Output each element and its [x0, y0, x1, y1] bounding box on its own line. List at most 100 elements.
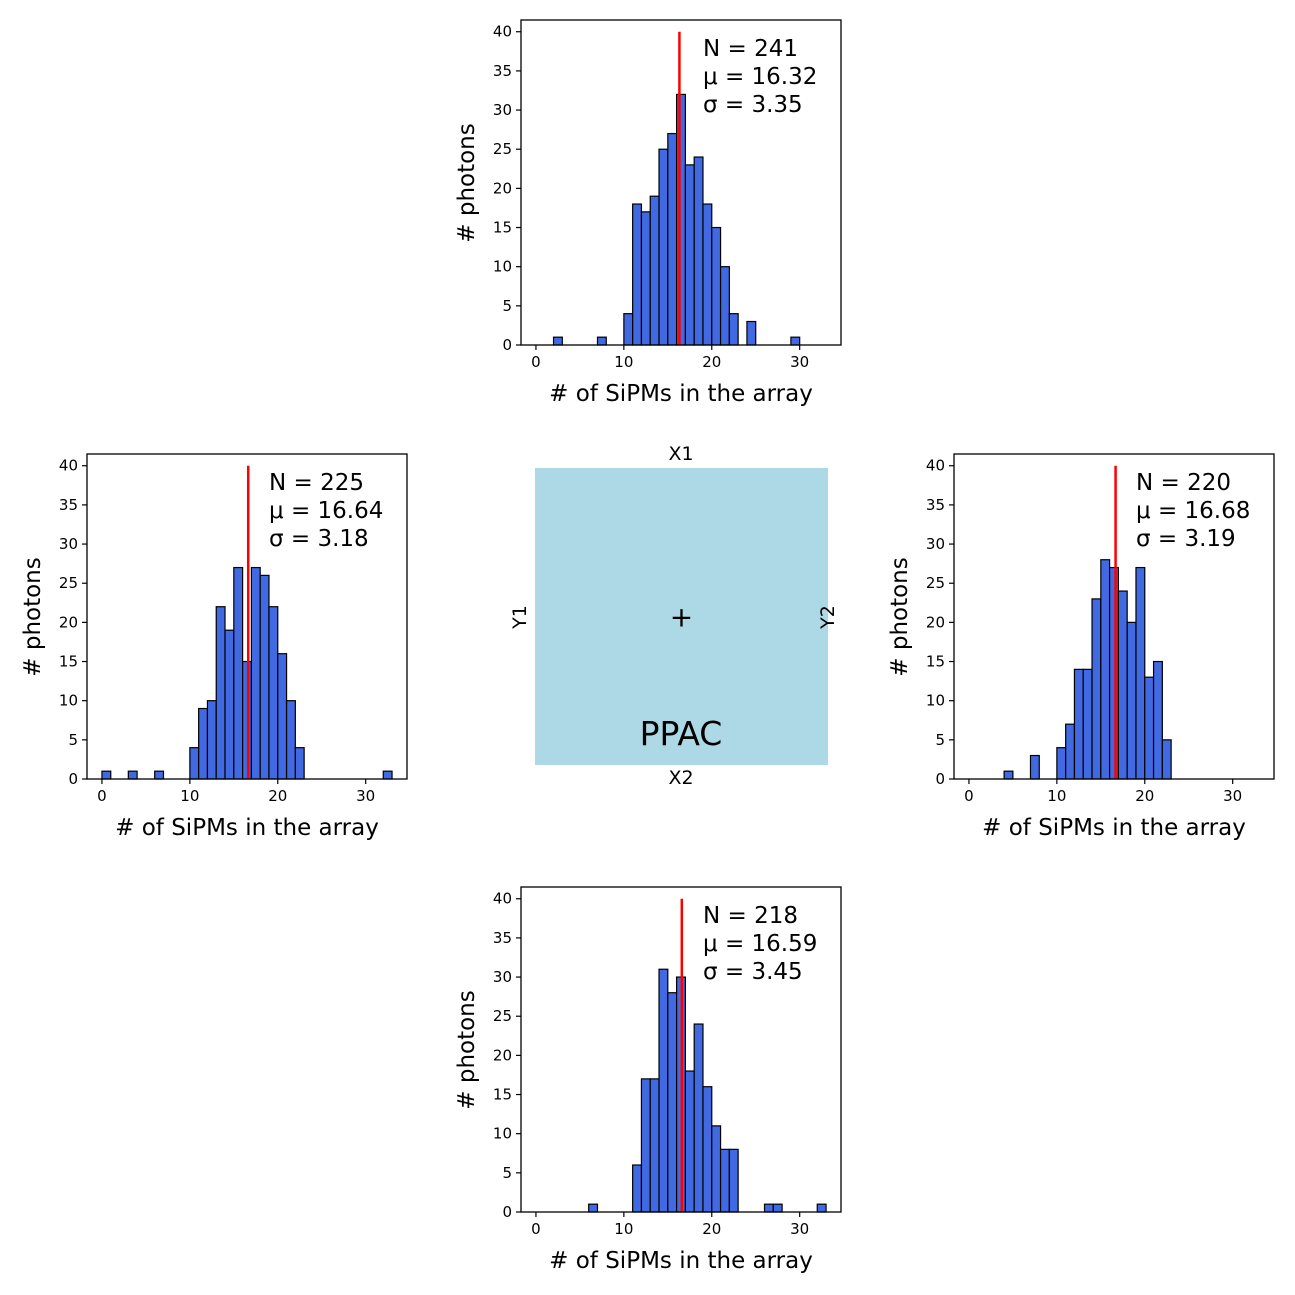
y-axis-label: # photons	[887, 557, 913, 676]
histogram-bar	[1065, 723, 1076, 780]
histogram-bar	[1152, 660, 1163, 780]
histogram-bar	[382, 770, 393, 780]
stat-mu: μ = 16.64	[269, 498, 383, 524]
histogram-bar	[552, 336, 563, 346]
x-tick-label: 20	[702, 353, 721, 371]
x-tick-label: 30	[1223, 787, 1242, 805]
histogram-bar	[233, 566, 244, 780]
histogram-bar	[1091, 598, 1102, 780]
y-tick-label: 30	[59, 535, 78, 553]
axes-frame	[86, 453, 408, 780]
histogram-bar	[746, 320, 757, 346]
histogram-bar	[1056, 747, 1067, 780]
histogram-left: 0 10 20 30 0 5 10 15 20 25 30 35 40 N = 225 μ = 16.6…	[20, 453, 408, 841]
y-tick-label: 20	[59, 613, 78, 631]
y-tick-label: 5	[502, 297, 512, 315]
histogram-bar	[1117, 590, 1128, 780]
stat-n: N = 220	[1136, 470, 1231, 496]
histogram-bar	[215, 606, 226, 780]
y-tick-label: 15	[926, 653, 945, 671]
x-tick-label: 10	[1047, 787, 1066, 805]
histogram-bar	[728, 1148, 739, 1213]
histogram-bar	[1082, 668, 1093, 780]
histogram-bar	[719, 1148, 730, 1213]
stat-n: N = 218	[703, 903, 798, 929]
histogram-bar	[268, 606, 279, 780]
x-tick-label: 10	[614, 1220, 633, 1238]
y-tick-label: 0	[935, 770, 945, 788]
y-tick-label: 0	[502, 1203, 512, 1221]
x-tick-label: 30	[790, 353, 809, 371]
x-tick-label: 30	[356, 787, 375, 805]
ppac-diagram: X1 X2 Y1 Y2 + PPAC	[509, 443, 839, 789]
histogram-bar	[711, 226, 722, 346]
y-tick-label: 25	[493, 1007, 512, 1025]
y-tick-label: 10	[493, 258, 512, 276]
histogram-bar	[294, 747, 305, 780]
histogram-bar	[588, 1203, 599, 1213]
histogram-bar	[277, 653, 288, 780]
x-tick-label: 20	[268, 787, 287, 805]
y-tick-label: 25	[59, 574, 78, 592]
x-tick-label: 0	[97, 787, 107, 805]
y-tick-label: 15	[59, 653, 78, 671]
x-axis-label: # of SiPMs in the array	[549, 1248, 813, 1274]
histogram-bar	[711, 1125, 722, 1213]
histogram-bar	[596, 336, 607, 346]
histogram-bar	[640, 211, 651, 346]
histogram-bar	[649, 195, 660, 346]
x-axis-label: # of SiPMs in the array	[549, 381, 813, 407]
y-tick-label: 35	[493, 929, 512, 947]
y-tick-label: 0	[502, 336, 512, 354]
histogram-top: 0 10 20 30 0 5 10 15 20 25 30 35 40 N = 241 μ = 16.3…	[454, 19, 842, 407]
stat-n: N = 241	[703, 36, 798, 62]
axes-frame	[520, 886, 842, 1213]
y-tick-label: 20	[926, 613, 945, 631]
histogram-bar	[632, 1164, 643, 1213]
x-tick-label: 30	[790, 1220, 809, 1238]
stat-sigma: σ = 3.35	[703, 92, 803, 118]
histogram-bar	[649, 1078, 660, 1213]
y-tick-label: 25	[493, 140, 512, 158]
ppac-label-y1: Y1	[509, 605, 531, 630]
histogram-bar	[1100, 559, 1111, 780]
y-tick-label: 20	[493, 179, 512, 197]
y-tick-label: 20	[493, 1046, 512, 1064]
histogram-bar	[250, 566, 261, 780]
y-tick-label: 25	[926, 574, 945, 592]
y-tick-label: 35	[59, 496, 78, 514]
x-axis-label: # of SiPMs in the array	[982, 815, 1246, 841]
stat-sigma: σ = 3.18	[269, 526, 369, 552]
histogram-bar	[763, 1203, 774, 1213]
ppac-position-marker: +	[670, 601, 693, 634]
histogram-bar	[1161, 739, 1172, 780]
y-tick-label: 30	[926, 535, 945, 553]
x-axis-label: # of SiPMs in the array	[115, 815, 379, 841]
histogram-bar	[772, 1203, 783, 1213]
ppac-label-x1: X1	[668, 443, 693, 465]
y-tick-label: 35	[493, 62, 512, 80]
histogram-bar	[684, 1070, 695, 1213]
histogram-bar	[154, 770, 165, 780]
y-tick-label: 5	[68, 731, 78, 749]
y-tick-label: 40	[493, 890, 512, 908]
stat-mu: μ = 16.68	[1136, 498, 1250, 524]
axes-frame	[520, 19, 842, 346]
histogram-bar	[1073, 668, 1084, 780]
histogram-bottom: 0 10 20 30 0 5 10 15 20 25 30 35 40 N = 218 μ = 16.5…	[454, 886, 842, 1274]
stat-n: N = 225	[269, 470, 364, 496]
histogram-bar	[790, 336, 801, 346]
y-axis-label: # photons	[454, 123, 480, 242]
x-tick-label: 0	[531, 1220, 541, 1238]
histogram-bar	[693, 1023, 704, 1213]
ppac-label-y2: Y2	[817, 605, 839, 630]
y-tick-label: 40	[59, 457, 78, 475]
histogram-bar	[632, 203, 643, 346]
y-tick-label: 10	[493, 1125, 512, 1143]
histogram-bar	[101, 770, 112, 780]
stat-mu: μ = 16.59	[703, 931, 817, 957]
x-tick-label: 0	[964, 787, 974, 805]
y-tick-label: 15	[493, 1086, 512, 1104]
y-tick-label: 30	[493, 968, 512, 986]
